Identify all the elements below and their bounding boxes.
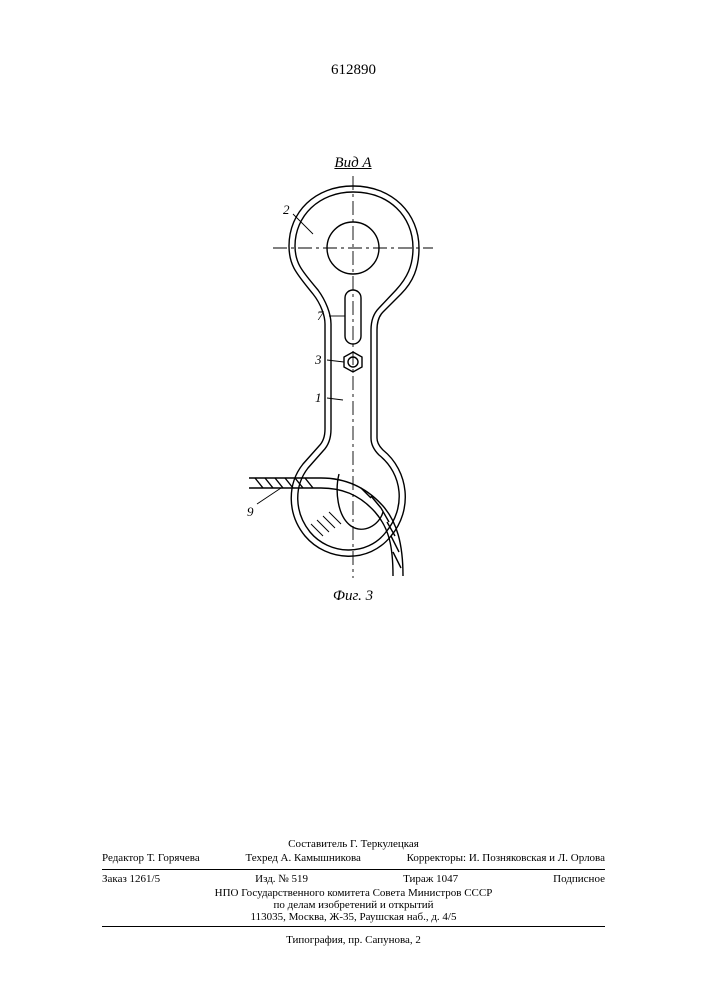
divider bbox=[102, 926, 605, 927]
tech-editor: Техред А. Камышникова bbox=[245, 852, 360, 864]
footer-block: Составитель Г. Теркулецкая Редактор Т. Г… bbox=[102, 838, 605, 946]
subscription: Подписное bbox=[553, 873, 605, 885]
circulation: Тираж 1047 bbox=[403, 873, 458, 885]
order-row: Заказ 1261/5 Изд. № 519 Тираж 1047 Подпи… bbox=[102, 873, 605, 887]
org-line2: по делам изобретений и открытий bbox=[102, 899, 605, 911]
editor: Редактор Т. Горячева bbox=[102, 852, 200, 864]
correctors-label: Корректоры: bbox=[407, 852, 466, 864]
callout-2: 2 bbox=[283, 202, 290, 217]
callout-3: 3 bbox=[314, 352, 322, 367]
callout-1: 1 bbox=[315, 390, 322, 405]
order-no: Заказ 1261/5 bbox=[102, 873, 160, 885]
correctors: Корректоры: И. Позняковская и Л. Орлова bbox=[407, 852, 605, 864]
divider bbox=[102, 869, 605, 870]
figure-drawing: 2 7 3 1 9 bbox=[243, 174, 463, 584]
patent-number: 612890 bbox=[0, 62, 707, 79]
figure-label: Фиг. 3 bbox=[243, 588, 463, 605]
figure-block: Вид А bbox=[243, 155, 463, 605]
callout-7: 7 bbox=[317, 308, 324, 323]
credits-row: Редактор Т. Горячева Техред А. Камышнико… bbox=[102, 852, 605, 866]
editor-label: Редактор bbox=[102, 852, 144, 864]
page: 612890 Вид А bbox=[0, 0, 707, 1000]
issue-no: Изд. № 519 bbox=[255, 873, 308, 885]
org-line1: НПО Государственного комитета Совета Мин… bbox=[102, 887, 605, 899]
callout-9: 9 bbox=[247, 504, 254, 519]
org-line3: 113035, Москва, Ж-35, Раушская наб., д. … bbox=[102, 911, 605, 923]
typography-line: Типография, пр. Сапунова, 2 bbox=[102, 930, 605, 946]
view-label: Вид А bbox=[243, 155, 463, 172]
compiler-line: Составитель Г. Теркулецкая bbox=[102, 838, 605, 852]
editor-name: Т. Горячева bbox=[147, 852, 200, 864]
correctors-names: И. Позняковская и Л. Орлова bbox=[469, 852, 605, 864]
